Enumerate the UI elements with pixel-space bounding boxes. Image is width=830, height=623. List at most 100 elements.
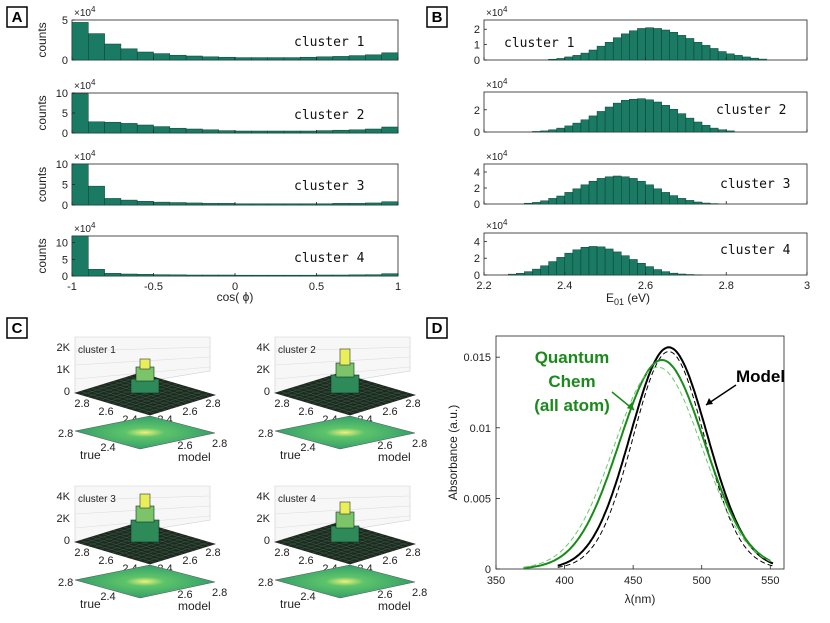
bar — [120, 199, 138, 206]
x-tick-label: 2.2 — [476, 280, 491, 292]
bar — [299, 274, 317, 277]
bar — [120, 48, 138, 61]
tower-mid — [335, 511, 355, 529]
bar — [564, 125, 574, 133]
x-tick-label: 2.4 — [557, 280, 572, 292]
exponent-power: 4 — [91, 5, 96, 14]
x-axis-label-b-sub: 01 — [614, 297, 624, 307]
bar — [104, 43, 122, 61]
bar — [169, 202, 187, 206]
bar — [669, 32, 679, 61]
bar — [612, 102, 622, 133]
floor-tick-label: 2.6 — [182, 406, 197, 418]
bar — [612, 37, 622, 61]
bar — [267, 274, 285, 277]
bar — [709, 127, 719, 133]
bar — [218, 203, 236, 206]
bar — [299, 203, 317, 206]
x-tick-label: 550 — [761, 575, 779, 587]
bar — [621, 33, 630, 61]
y-tick-label: 0 — [474, 55, 480, 67]
bar — [316, 203, 334, 206]
bar — [104, 198, 122, 206]
cluster-label: cluster 1 — [504, 36, 574, 51]
bar — [348, 55, 366, 61]
axis-true-label: true — [80, 597, 101, 611]
cluster-label: cluster 4 — [278, 494, 316, 505]
axis-true-label: true — [80, 448, 101, 462]
spectrum-line-2 — [557, 350, 774, 568]
floor-tick-label: 2.8 — [274, 398, 289, 410]
bar — [332, 129, 350, 134]
y-tick-label: 2 — [474, 253, 480, 265]
bar — [283, 274, 301, 277]
annotation-arrowhead-right — [706, 398, 713, 405]
bar — [669, 195, 679, 205]
bar — [532, 131, 541, 133]
y-tick-label: 10 — [56, 238, 68, 250]
bar — [637, 98, 646, 133]
bar — [629, 98, 638, 133]
exponent-label: ×104 — [74, 149, 96, 163]
x-axis-label-b: E01 (eV) — [606, 291, 650, 307]
axis-model-label: model — [178, 450, 211, 464]
x-tick-label: 450 — [624, 575, 642, 587]
bar — [365, 202, 382, 206]
bar — [381, 201, 399, 206]
bar — [251, 57, 268, 61]
bar — [685, 117, 695, 133]
bar — [661, 29, 670, 61]
bar — [202, 129, 219, 134]
heatmap-tick: 2.4 — [100, 442, 115, 454]
floor-line — [343, 392, 409, 414]
bar — [348, 274, 366, 277]
heatmap-plane: 2.8 2.8 2.4 2.6 true model — [258, 564, 427, 613]
bar — [637, 28, 646, 61]
bar — [169, 274, 187, 277]
y-tick-label: 0 — [474, 127, 480, 139]
bar — [758, 58, 767, 61]
bar — [202, 203, 219, 206]
bar — [88, 33, 105, 61]
annotation-quantum-chem: Chem — [548, 372, 595, 391]
heatmap-surface — [274, 415, 416, 450]
bar — [234, 130, 252, 134]
x-tick-label: 1 — [395, 281, 401, 293]
y-axis-label-d: Absorbance (a.u.) — [446, 405, 460, 500]
panel-label-d: D — [426, 317, 448, 339]
bar — [669, 108, 679, 133]
panel-label-b: B — [426, 6, 448, 28]
axis-model-label: model — [378, 450, 411, 464]
bar — [283, 57, 301, 61]
floor-line — [143, 541, 209, 563]
bar — [202, 56, 219, 61]
x-axis-label-b-main: E — [606, 291, 614, 305]
bar — [540, 130, 549, 133]
y-axis-label: counts — [35, 95, 49, 130]
x-axis-label-b-unit: (eV) — [624, 291, 650, 305]
bar — [283, 203, 301, 206]
bar — [588, 115, 598, 133]
heatmap-tick-left: 2.8 — [58, 428, 73, 440]
bar — [218, 274, 236, 277]
z-tick-label: 0 — [264, 535, 270, 547]
bar — [677, 198, 687, 205]
bar — [621, 176, 630, 205]
bar — [685, 274, 695, 276]
exponent-power: 4 — [91, 78, 96, 87]
heatmap-tick: 2.4 — [300, 442, 315, 454]
tower-base — [330, 525, 360, 543]
bar — [88, 121, 105, 134]
exponent-power: 4 — [503, 218, 508, 227]
y-tick-label: 2 — [474, 24, 480, 36]
bar — [604, 176, 614, 205]
spectrum-line-3 — [523, 358, 771, 569]
bar — [153, 126, 171, 134]
x-tick-label: 400 — [555, 575, 573, 587]
z-tick-label: 2K — [257, 364, 271, 376]
annotation-arrowhead-left — [627, 402, 634, 410]
bar — [185, 274, 203, 277]
bar — [316, 56, 334, 61]
bar — [524, 202, 533, 205]
